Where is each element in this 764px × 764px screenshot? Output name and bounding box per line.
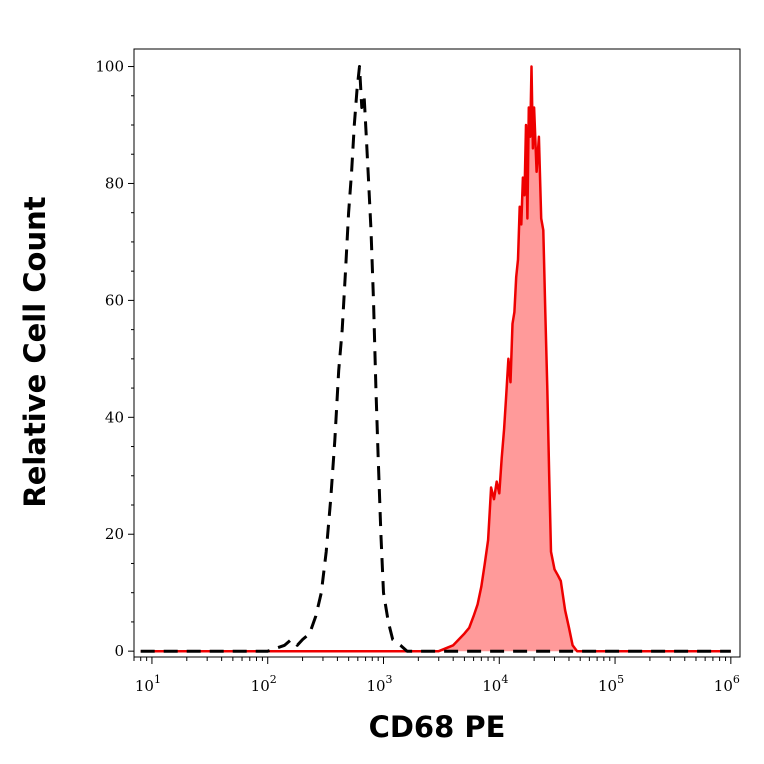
plot-frame <box>133 48 741 658</box>
series-1-line <box>140 65 731 653</box>
x-tick-base: 10 <box>482 677 501 695</box>
y-tick-label: 80 <box>105 174 124 192</box>
y-tick-label: 60 <box>105 291 124 309</box>
y-tick-label: 0 <box>114 642 124 660</box>
y-axis-title: Relative Cell Count <box>18 196 52 507</box>
x-tick-label: 106 <box>714 673 740 695</box>
x-axis-title: CD68 PE <box>369 710 506 744</box>
x-tick-label: 102 <box>251 673 277 695</box>
y-axis: 0 20 40 60 80 100 <box>95 58 134 660</box>
series-layer <box>140 65 731 653</box>
x-tick-exponent: 3 <box>386 673 393 686</box>
x-tick-exponent: 6 <box>733 673 740 686</box>
x-tick-label: 103 <box>366 673 392 695</box>
x-tick-exponent: 2 <box>270 673 277 686</box>
x-tick-base: 10 <box>598 677 617 695</box>
x-tick-exponent: 4 <box>501 673 508 686</box>
x-tick-label: 105 <box>598 673 624 695</box>
x-tick-exponent: 1 <box>154 673 161 686</box>
x-tick-exponent: 5 <box>617 673 624 686</box>
x-tick-base: 10 <box>251 677 270 695</box>
x-tick-base: 10 <box>366 677 385 695</box>
x-axis: 101 102 103 104 105 106 <box>133 657 740 695</box>
x-tick-label: 101 <box>135 673 161 695</box>
y-tick-label: 40 <box>105 408 124 426</box>
x-tick-base: 10 <box>714 677 733 695</box>
y-tick-label: 20 <box>105 525 124 543</box>
x-tick-label: 104 <box>482 673 508 695</box>
x-tick-base: 10 <box>135 677 154 695</box>
y-tick-label: 100 <box>95 58 124 76</box>
